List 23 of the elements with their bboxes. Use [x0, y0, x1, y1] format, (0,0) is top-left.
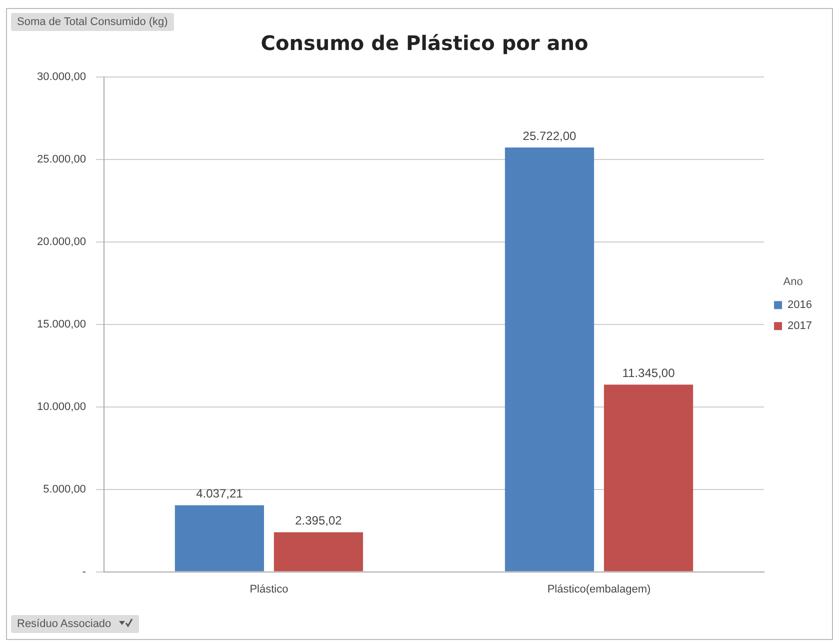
data-label: 4.037,21: [196, 486, 244, 501]
data-label: 2.395,02: [295, 514, 342, 528]
legend-label: 2017: [788, 320, 812, 332]
y-tick-label: 20.000,00: [37, 236, 86, 248]
legend-label: 2016: [788, 299, 812, 312]
bar: [604, 384, 694, 572]
chart-title: Consumo de Plástico por ano: [260, 31, 588, 56]
y-axis-title: Soma de Total Consumido (kg): [11, 13, 174, 31]
bar: [174, 505, 264, 572]
y-tick-label: 30.000,00: [37, 71, 86, 84]
x-tick-label: Plástico(embalagem): [547, 583, 651, 596]
y-tick-label: 15.000,00: [37, 318, 86, 330]
data-label: 25.722,00: [522, 128, 577, 143]
x-axis-title: Resíduo Associado: [17, 618, 112, 630]
legend-title: Ano: [783, 276, 803, 288]
y-tick-label: 10.000,00: [37, 400, 86, 413]
y-tick-label: 5.000,00: [43, 483, 86, 496]
y-tick-label: -: [82, 566, 86, 578]
bar: [504, 148, 594, 572]
data-label: 11.345,00: [622, 366, 676, 380]
y-tick-label: 25.000,00: [37, 154, 86, 166]
x-tick-label: Plástico: [250, 583, 288, 596]
bar: [274, 532, 364, 572]
